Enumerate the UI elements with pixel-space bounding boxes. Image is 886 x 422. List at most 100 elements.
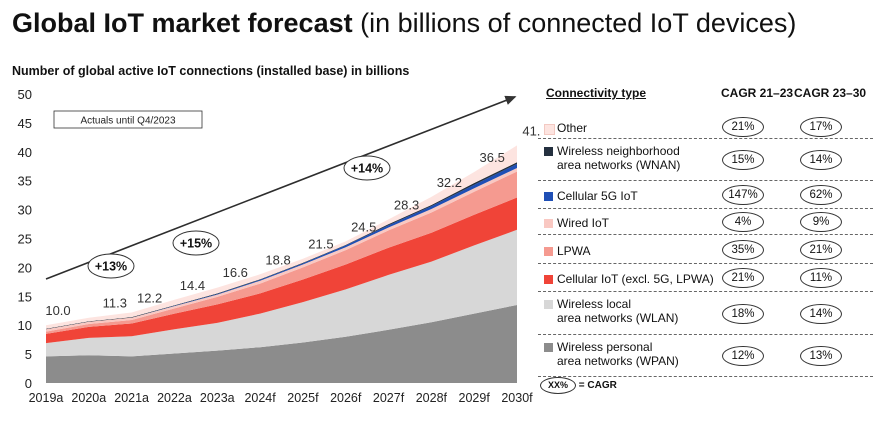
legend-label-line1: Other	[557, 121, 588, 135]
legend-row: Wireless neighborhood area networks (WNAN…	[538, 138, 873, 181]
legend-row: Cellular IoT (excl. 5G, LPWA) 21% 11%	[538, 263, 873, 292]
y-tick-label: 15	[18, 289, 32, 304]
cagr-oval	[87, 253, 135, 279]
total-value-label: 28.3	[394, 197, 419, 212]
total-value-label: 18.8	[265, 252, 290, 267]
cagr-2023-2030: 62%	[800, 185, 842, 205]
total-value-label: 14.4	[180, 278, 205, 293]
cagr-2023-2030: 11%	[800, 268, 842, 288]
x-tick-label: 2029f	[459, 391, 491, 405]
cagr-2023-2030: 21%	[800, 239, 842, 260]
title-rest: (in billions of connected IoT devices)	[360, 8, 797, 38]
legend-label: Wireless personal area networks (WPAN)	[557, 340, 679, 368]
legend-label: Wireless local area networks (WLAN)	[557, 297, 678, 325]
total-value-label: 36.5	[480, 150, 505, 165]
actuals-box	[53, 110, 203, 129]
cagr-oval	[172, 230, 220, 256]
cagr-2021-2023: 147%	[722, 185, 764, 205]
page-title: Global IoT market forecast (in billions …	[12, 8, 796, 39]
header-cagr-21-23: CAGR 21–23	[721, 86, 794, 100]
total-value-label: 11.3	[103, 296, 127, 311]
y-tick-label: 5	[25, 347, 32, 362]
legend-label-line1: Wireless personal	[557, 340, 653, 354]
legend-row: LPWA 35% 21%	[538, 234, 873, 264]
x-tick-label: 2019a	[29, 391, 64, 405]
legend-swatch	[544, 343, 553, 352]
total-value-label: 32.2	[437, 175, 462, 190]
total-value-label: 10.0	[45, 303, 70, 318]
total-value-label: 21.5	[308, 237, 333, 252]
cagr-2021-2023: 35%	[722, 239, 764, 260]
actuals-label: Actuals until Q4/2023	[80, 116, 175, 127]
x-tick-label: 2021a	[114, 391, 149, 405]
iot-forecast-chart: 0 5 10 15 20 25 30 35 40 45 50 2019a 2020a 2021a 2022a…	[18, 87, 540, 405]
legend-row: Other 21% 17%	[538, 114, 873, 139]
y-tick-label: 40	[18, 145, 32, 160]
cagr-key-text: = CAGR	[578, 380, 617, 391]
cagr-key: XX% = CAGR	[540, 377, 617, 394]
legend-row: Wireless personal area networks (WPAN) 12%…	[538, 334, 873, 377]
legend-label-line2: area networks (WLAN)	[557, 311, 679, 325]
legend-swatch	[544, 192, 553, 201]
title-bold: Global IoT market forecast	[12, 8, 353, 38]
cagr-2021-2023: 21%	[722, 268, 764, 288]
legend-label-line1: Cellular IoT (excl. 5G, LPWA)	[557, 272, 714, 286]
y-tick-label: 50	[18, 87, 32, 102]
legend-label-line1: Wireless local	[557, 297, 632, 311]
cagr-growth-label: +13%	[95, 260, 127, 274]
total-value-label: 12.2	[137, 290, 162, 305]
total-value-label: 24.5	[351, 219, 376, 234]
x-tick-label: 2024f	[244, 391, 276, 405]
cagr-2023-2030: 14%	[800, 303, 842, 324]
y-tick-label: 25	[18, 232, 32, 247]
y-tick-label: 30	[18, 203, 32, 218]
area-series-0	[46, 305, 517, 383]
cagr-2023-2030: 17%	[800, 117, 842, 137]
chart-subtitle: Number of global active IoT connections …	[12, 64, 410, 78]
legend-swatch	[544, 219, 553, 228]
x-tick-label: 2023a	[200, 391, 235, 405]
header-cagr-23-30: CAGR 23–30	[794, 86, 867, 100]
total-value-label: 16.6	[223, 265, 248, 280]
legend-label: Wired IoT	[557, 216, 609, 230]
legend-label-line2: area networks (WNAN)	[557, 158, 681, 172]
legend-swatch	[544, 300, 553, 309]
cagr-2023-2030: 13%	[800, 346, 842, 366]
cagr-growth-label: +14%	[351, 162, 383, 176]
legend-swatch	[544, 147, 553, 156]
cagr-2023-2030: 9%	[800, 212, 842, 232]
cagr-key-symbol: XX%	[540, 377, 576, 394]
legend-label: LPWA	[557, 244, 591, 258]
cagr-growth-label: +15%	[180, 237, 212, 251]
cagr-2021-2023: 15%	[722, 150, 764, 170]
y-tick-label: 35	[18, 174, 32, 189]
cagr-2021-2023: 21%	[722, 117, 764, 137]
total-value-label: 41.1	[522, 123, 540, 138]
legend-label: Other	[557, 121, 587, 135]
legend-row: Wired IoT 4% 9%	[538, 208, 873, 235]
cagr-2021-2023: 4%	[722, 212, 764, 232]
y-tick-label: 20	[18, 260, 32, 275]
x-tick-label: 2025f	[287, 391, 319, 405]
y-tick-label: 10	[18, 318, 32, 333]
legend-row: Cellular 5G IoT 147% 62%	[538, 180, 873, 209]
legend-label: Cellular 5G IoT	[557, 189, 638, 203]
legend-label-line1: Wireless neighborhood	[557, 144, 680, 158]
area-series-1	[46, 229, 517, 357]
x-tick-label: 2020a	[71, 391, 106, 405]
area-series-2	[46, 197, 517, 344]
legend-swatch	[544, 275, 553, 284]
legend-label-line2: area networks (WPAN)	[557, 354, 679, 368]
growth-trend-arrow	[45, 95, 517, 280]
x-tick-label: 2026f	[330, 391, 362, 405]
y-tick-label: 0	[25, 376, 32, 391]
cagr-2021-2023: 18%	[722, 303, 764, 324]
legend-swatch	[544, 246, 553, 256]
cagr-2023-2030: 14%	[800, 150, 842, 170]
legend-label: Cellular IoT (excl. 5G, LPWA)	[557, 272, 714, 286]
header-connectivity-type: Connectivity type	[546, 86, 647, 100]
legend-row: Wireless local area networks (WLAN) 18% 14%	[538, 291, 873, 335]
legend-label-line1: Cellular 5G IoT	[557, 189, 638, 203]
x-tick-label: 2028f	[416, 391, 448, 405]
legend-label-line1: Wired IoT	[557, 216, 610, 230]
